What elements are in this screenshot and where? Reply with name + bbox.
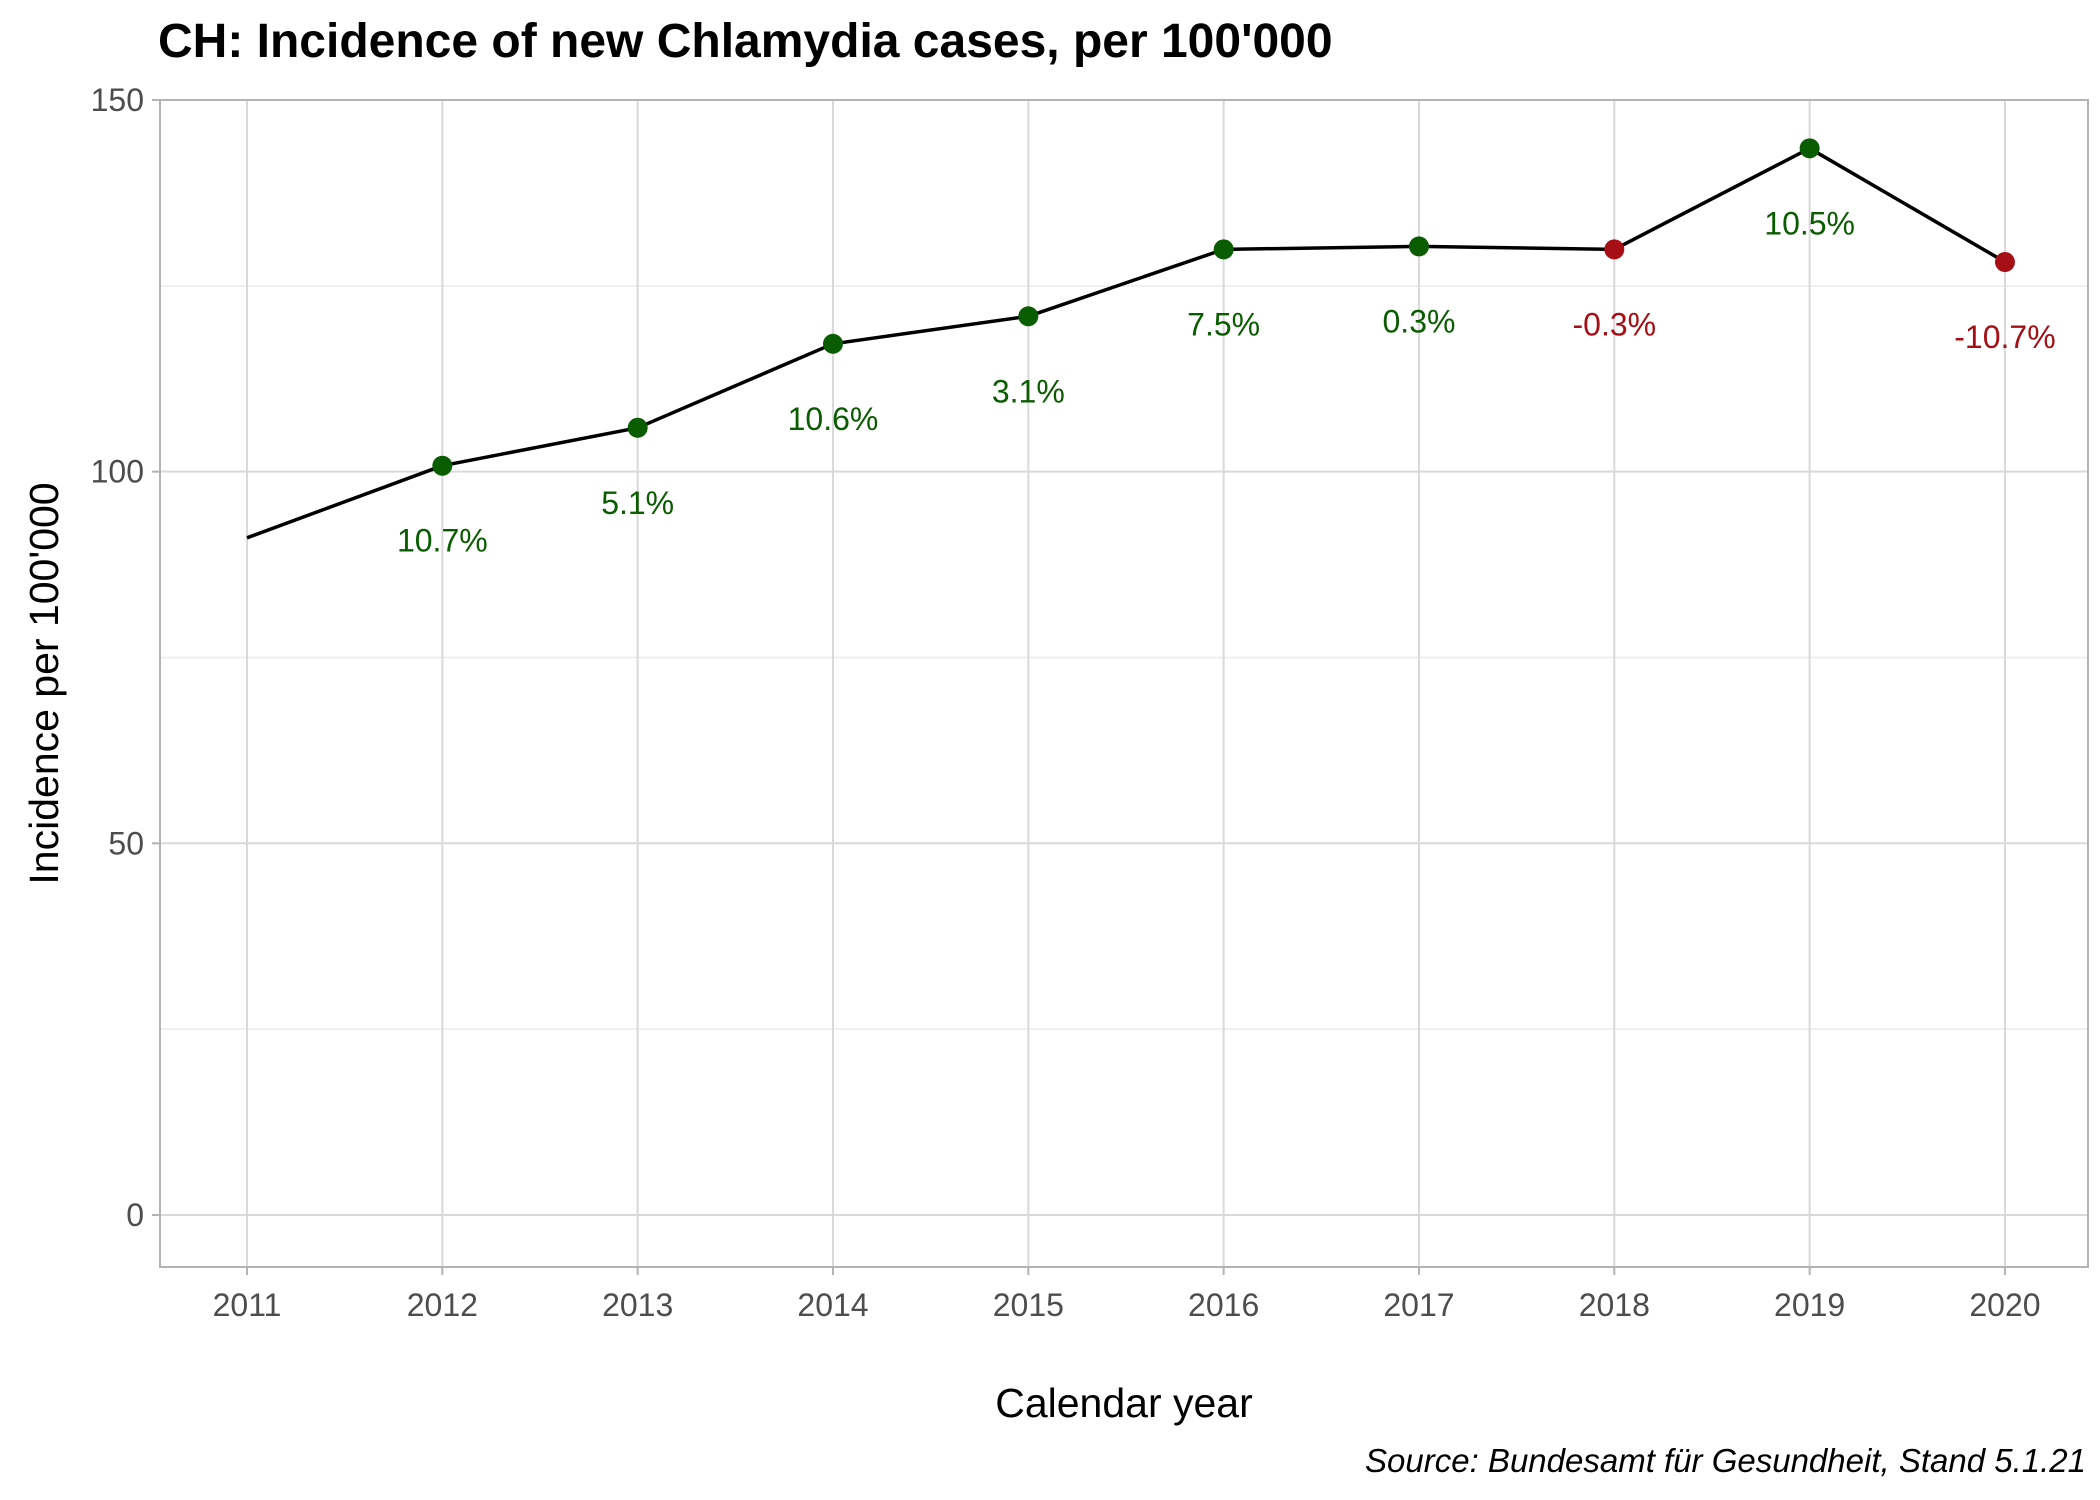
x-tick-label: 2020 (1969, 1287, 2040, 1323)
x-tick-label: 2019 (1774, 1287, 1845, 1323)
data-point (432, 455, 453, 476)
y-tick-label: 150 (91, 82, 144, 118)
y-tick-label: 0 (126, 1197, 144, 1233)
x-tick-label: 2016 (1188, 1287, 1259, 1323)
y-axis-title: Incidence per 100'000 (21, 482, 67, 884)
x-axis-title: Calendar year (995, 1380, 1253, 1426)
series-line (246, 146, 2006, 540)
change-label: 10.7% (397, 523, 488, 559)
change-label: 10.6% (788, 401, 879, 437)
data-points (432, 138, 2015, 476)
change-label: 7.5% (1187, 306, 1260, 342)
change-labels: 10.7% 5.1% 10.6% 3.1% 7.5% 0.3% -0.3% 10.5% -10.… (397, 205, 2056, 558)
x-tick-label: 2017 (1383, 1287, 1454, 1323)
change-label: 3.1% (992, 373, 1065, 409)
x-tick-label: 2015 (993, 1287, 1064, 1323)
x-tick-label: 2011 (213, 1287, 282, 1323)
data-point (1799, 138, 1820, 159)
data-point (1213, 239, 1234, 260)
data-point (1018, 306, 1039, 327)
x-axis: 2011 2012 2013 2014 2015 2016 2017 2018 2019 2020 (213, 1267, 2041, 1323)
data-point (1408, 236, 1429, 257)
x-tick-label: 2013 (602, 1287, 673, 1323)
data-point (1994, 252, 2015, 273)
change-label: 5.1% (601, 485, 674, 521)
major-gridlines (160, 99, 2088, 1267)
data-point (627, 417, 648, 438)
x-tick-label: 2018 (1579, 1287, 1650, 1323)
plot-panel-border (159, 99, 2089, 1268)
x-tick-label: 2014 (797, 1287, 868, 1323)
change-label: 10.5% (1764, 205, 1855, 241)
y-tick-label: 100 (91, 454, 144, 490)
chart-title: CH: Incidence of new Chlamydia cases, pe… (158, 15, 1333, 68)
minor-gridlines (160, 285, 2088, 1030)
data-point (1604, 239, 1625, 260)
source-caption: Source: Bundesamt für Gesundheit, Stand … (1365, 1442, 2086, 1479)
change-label: 0.3% (1383, 303, 1456, 339)
x-tick-label: 2012 (407, 1287, 478, 1323)
data-point (822, 333, 843, 354)
change-label: -0.3% (1573, 306, 1657, 342)
change-label: -10.7% (1954, 319, 2055, 355)
y-tick-label: 50 (108, 825, 144, 861)
y-axis: 0 50 100 150 (91, 82, 160, 1233)
